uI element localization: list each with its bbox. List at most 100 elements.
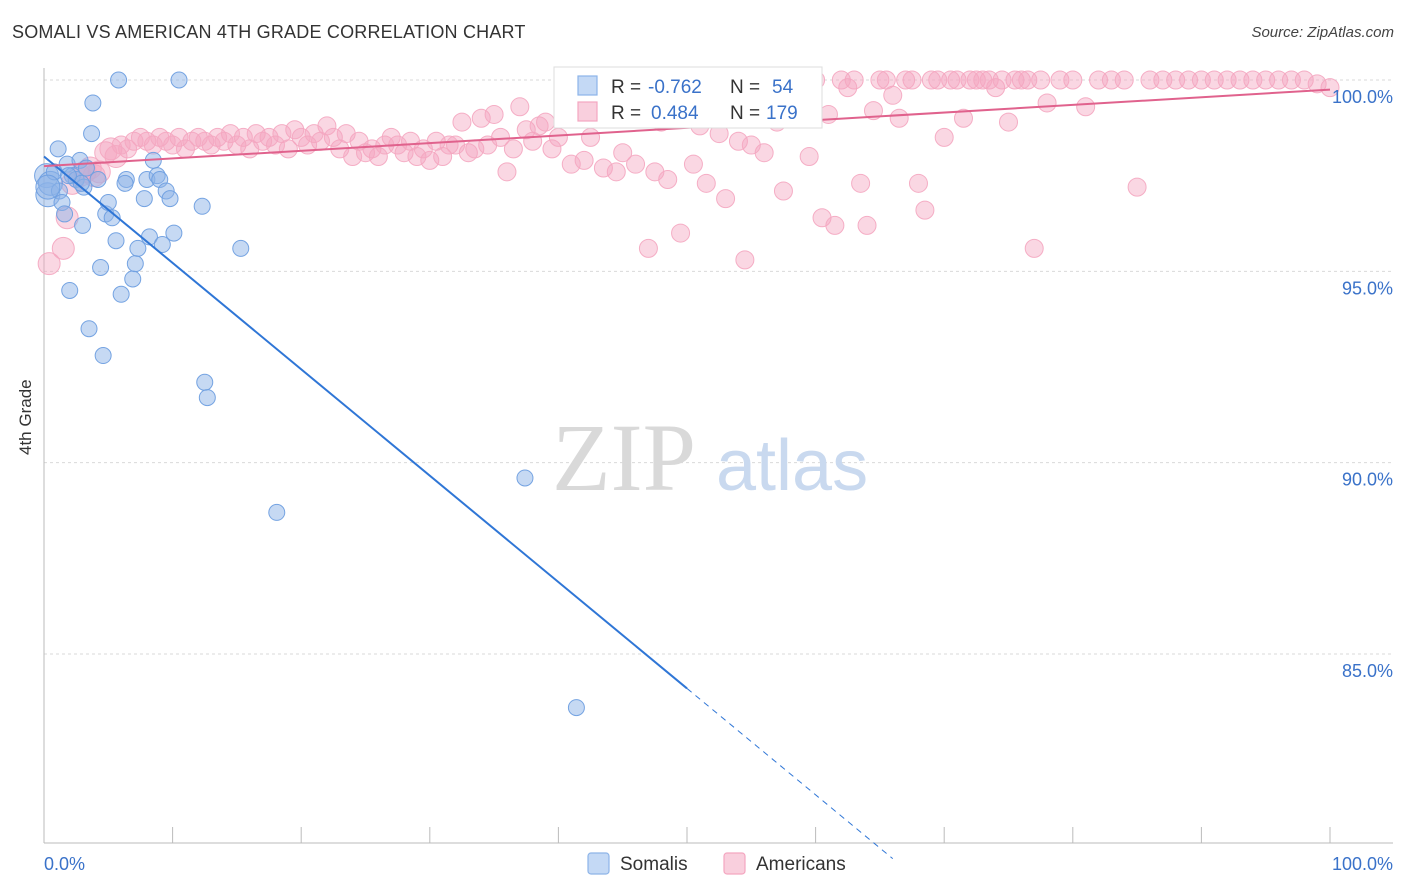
grid-lines [44,79,1393,655]
somali-point [193,197,211,215]
american-point [516,120,536,140]
american-point [317,116,337,136]
american-point [163,135,183,155]
american-r-label: R = [611,103,641,124]
somali-point [83,125,101,143]
american-point [638,238,658,258]
american-point [735,250,755,270]
american-point [889,108,909,128]
somali-point [74,216,92,234]
legend-swatch-somalis [587,852,610,875]
american-point [593,158,613,178]
american-point [439,135,459,155]
american-point [683,154,703,174]
american-point [452,112,472,132]
somali-point [567,699,585,717]
somali-point [153,236,171,254]
watermark-zip: ZIP [552,404,696,511]
american-point [1191,70,1211,90]
american-point [484,104,504,124]
american-point [1217,70,1237,90]
chart-source: Source: ZipAtlas.com [1251,24,1394,41]
american-point [838,78,858,98]
somali-point [135,190,153,208]
american-point [510,97,530,117]
somali-point [268,503,286,521]
american-point [851,173,871,193]
american-point [1011,70,1031,90]
american-point [658,169,678,189]
legend-label-somalis: Somalis [620,854,688,875]
american-point [285,120,305,140]
american-point [233,127,253,147]
somali-point [72,174,90,192]
american-r-value: 0.484 [651,103,699,124]
american-point [754,143,774,163]
american-point [220,124,240,144]
somali-point [84,94,102,112]
american-point [1037,93,1057,113]
stats-legend-box: R = -0.762 N = 54 R = 0.484 N = 179 [553,66,823,129]
somali-stats-swatch [577,75,598,96]
american-point [433,147,453,167]
american-point [626,154,646,174]
american-point [561,154,581,174]
american-point [863,101,883,121]
american-point [420,150,440,170]
american-point [542,139,562,159]
axes [43,68,1393,844]
american-point [291,127,311,147]
american-point [716,189,736,209]
american-point [574,150,594,170]
x-tick-label-0: 0.0% [44,854,85,874]
somali-point [80,320,98,338]
american-point [169,127,189,147]
american-point [986,78,1006,98]
american-point [548,127,568,147]
somali-point [103,209,121,227]
somali-point [56,205,74,223]
american-point [278,139,298,159]
somali-point [35,174,61,200]
american-point [1256,70,1276,90]
american-point [265,135,285,155]
american-point [1307,74,1327,94]
somali-point [89,170,107,188]
american-point [934,127,954,147]
y-tick-label-3: 85.0% [1342,661,1393,681]
y-tick-labels: 100.0% 95.0% 90.0% 85.0% [1332,87,1393,681]
somali-point [165,224,183,242]
american-point [259,127,279,147]
y-tick-label-0: 100.0% [1332,87,1393,107]
american-point [1076,97,1096,117]
american-point [246,124,266,144]
american-point [613,143,633,163]
y-tick-label-1: 95.0% [1342,278,1393,298]
somali-point [61,281,79,299]
somali-point [124,270,142,288]
somali-point [116,174,134,192]
somali-point [94,347,112,365]
legend-label-americans: Americans [756,854,846,875]
bottom-legend: Somalis Americans [587,852,846,875]
somali-point [232,239,250,257]
american-point [1127,177,1147,197]
somali-point [196,373,214,391]
american-stats-swatch [577,101,598,122]
american-point [1024,238,1044,258]
somali-point [49,140,67,158]
somali-point [161,190,179,208]
x-tick-labels: 0.0% 100.0% [44,854,1393,874]
american-point [921,70,941,90]
somali-r-value: -0.762 [648,77,702,98]
american-point [214,131,234,151]
somali-point [126,255,144,273]
american-point [870,70,890,90]
american-point [902,70,922,90]
american-point [1320,78,1340,98]
somali-point [170,71,188,89]
american-point [825,215,845,235]
somali-point [99,193,117,211]
american-point [407,147,427,167]
